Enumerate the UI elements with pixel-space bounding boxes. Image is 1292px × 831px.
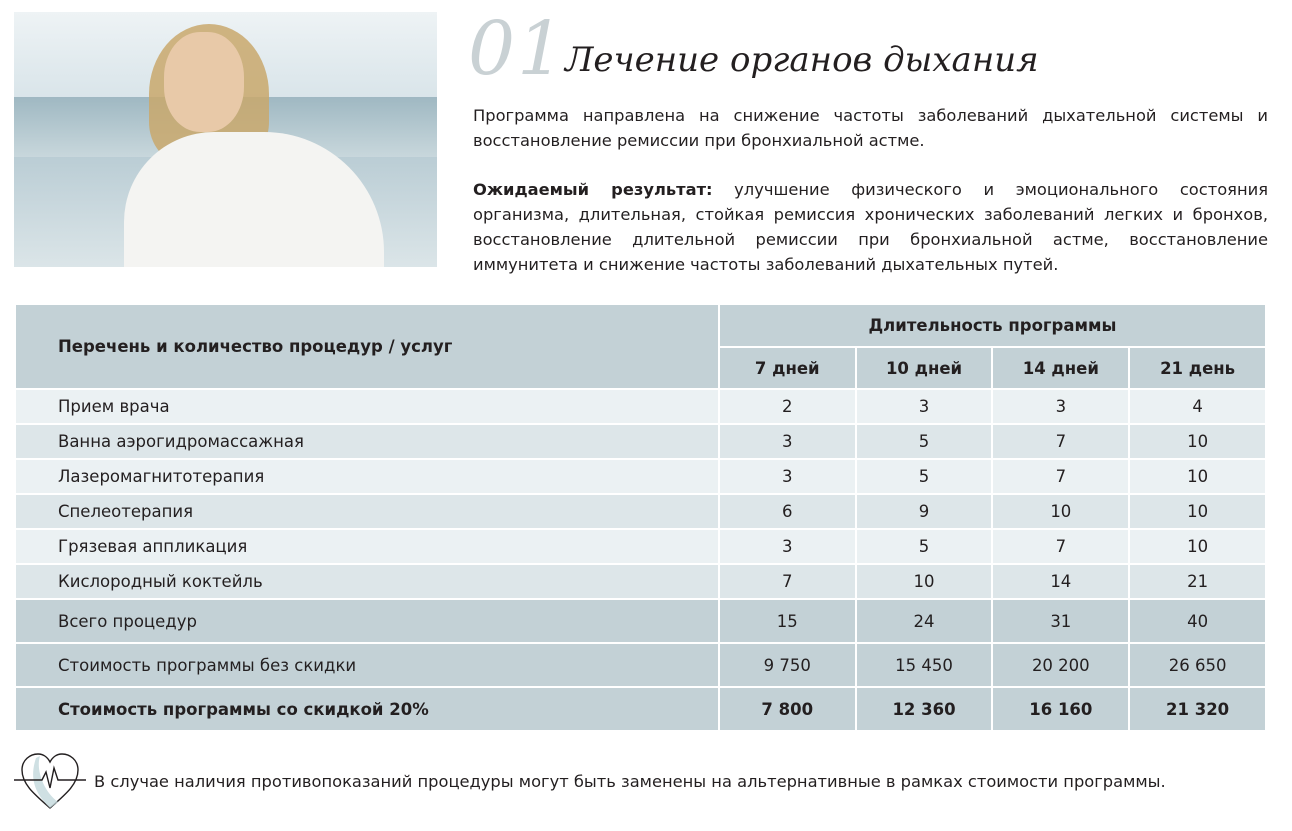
procedure-value: 10 [1128,458,1267,495]
procedure-value: 40 [1128,598,1267,644]
procedure-name: Кислородный коктейль [14,563,720,600]
procedure-value: 5 [854,423,994,460]
procedure-value: 7 800 [717,686,857,732]
footnote-text: В случае наличия противопоказаний процед… [94,771,1166,791]
expected-result: Ожидаемый результат: улучшение физическо… [473,177,1268,277]
procedure-name: Прием врача [14,388,720,425]
procedure-value: 7 [991,528,1131,565]
woman-seaside-photo [14,12,437,267]
duration-header: Длительность программы [717,303,1268,348]
page-title: Лечение органов дыхания [565,40,1039,80]
procedure-value: 3 [717,423,857,460]
procedure-value: 3 [717,458,857,495]
procedure-value: 5 [854,528,994,565]
procedure-name: Стоимость программы со скидкой 20% [14,686,720,732]
procedure-value: 2 [717,388,857,425]
procedure-value: 26 650 [1128,642,1267,688]
expected-result-label: Ожидаемый результат: [473,180,713,199]
section-number: 01 [468,6,567,92]
procedure-value: 3 [991,388,1131,425]
table-row: Прием врача 2 3 3 4 [14,388,1267,425]
procedure-value: 12 360 [854,686,994,732]
table-row: Кислородный коктейль 7 10 14 21 [14,563,1267,600]
table-row: Всего процедур 15 24 31 40 [14,598,1267,644]
procedure-value: 5 [854,458,994,495]
table-row: Стоимость программы со скидкой 20% 7 800 1… [14,686,1267,732]
program-description: Программа направлена на снижение частоты… [473,106,1268,150]
procedure-name: Стоимость программы без скидки [14,642,720,688]
procedure-value: 9 [854,493,994,530]
procedure-value: 15 [717,598,857,644]
heart-pulse-icon [14,753,86,809]
procedure-value: 7 [991,458,1131,495]
table-row: Лазеромагнитотерапия 3 5 7 10 [14,458,1267,495]
procedure-value: 10 [1128,493,1267,530]
procedure-value: 10 [1128,528,1267,565]
procedure-value: 4 [1128,388,1267,425]
procedure-name: Грязевая аппликация [14,528,720,565]
procedure-value: 31 [991,598,1131,644]
procedure-value: 3 [717,528,857,565]
procedure-name: Лазеромагнитотерапия [14,458,720,495]
table-row: Ванна аэрогидромассажная 3 5 7 10 [14,423,1267,460]
procedure-value: 24 [854,598,994,644]
procedure-value: 20 200 [991,642,1131,688]
procedure-value: 9 750 [717,642,857,688]
procedure-value: 21 320 [1128,686,1267,732]
footnote: В случае наличия противопоказаний процед… [14,750,1166,812]
expected-result-text: улучшение физического и эмоционального с… [473,180,1268,274]
duration-4: 21 день [1128,346,1267,390]
procedure-value: 10 [1128,423,1267,460]
procedure-value: 3 [854,388,994,425]
duration-1: 7 дней [717,346,857,390]
procedure-value: 10 [854,563,994,600]
table-row: Грязевая аппликация 3 5 7 10 [14,528,1267,565]
procedure-value: 15 450 [854,642,994,688]
duration-3: 14 дней [991,346,1131,390]
procedure-value: 21 [1128,563,1267,600]
procedure-value: 6 [717,493,857,530]
procedures-table: Перечень и количество процедур / услуг Д… [14,303,1268,732]
procedure-name: Ванна аэрогидромассажная [14,423,720,460]
procedure-value: 10 [991,493,1131,530]
table-row: Стоимость программы без скидки 9 750 15 45… [14,642,1267,688]
procedure-name: Всего процедур [14,598,720,644]
procedures-column-header: Перечень и количество процедур / услуг [14,303,720,390]
table-row: Спелеотерапия 6 9 10 10 [14,493,1267,530]
procedure-name: Спелеотерапия [14,493,720,530]
duration-2: 10 дней [854,346,994,390]
procedure-value: 16 160 [991,686,1131,732]
procedure-value: 7 [991,423,1131,460]
procedure-value: 14 [991,563,1131,600]
procedure-value: 7 [717,563,857,600]
